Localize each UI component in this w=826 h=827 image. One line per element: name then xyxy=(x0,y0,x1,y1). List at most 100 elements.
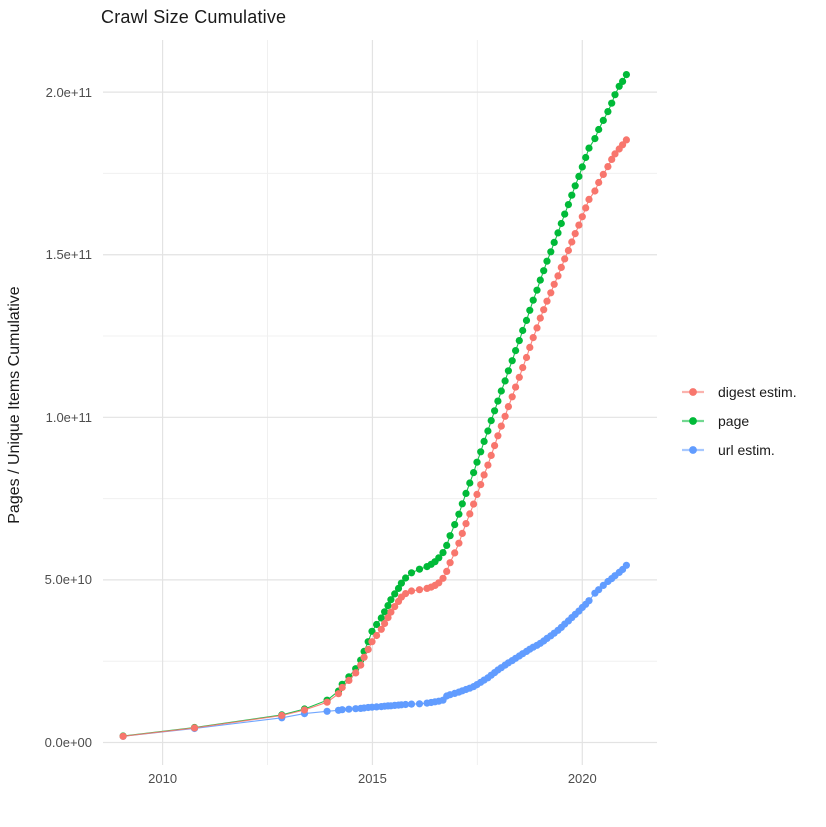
data-point-digest-estim xyxy=(360,653,368,661)
data-point-page xyxy=(487,417,495,425)
legend: digest estim. page url estim. xyxy=(680,377,797,464)
data-point-digest-estim xyxy=(373,631,381,640)
data-point-digest-estim xyxy=(435,579,443,587)
data-point-digest-estim xyxy=(300,706,309,714)
data-point-digest-estim xyxy=(543,297,551,305)
data-point-digest-estim xyxy=(334,690,343,698)
data-point-digest-estim xyxy=(501,412,509,420)
data-point-page xyxy=(578,163,586,171)
data-point-digest-estim xyxy=(473,490,481,498)
data-point-url-estim xyxy=(407,700,416,708)
data-point-digest-estim xyxy=(391,603,399,611)
data-point-url-estim xyxy=(585,597,593,605)
data-point-page xyxy=(619,77,627,85)
data-point-digest-estim xyxy=(526,343,534,351)
data-point-digest-estim xyxy=(466,510,474,518)
legend-key-url-icon xyxy=(682,445,704,454)
data-point-digest-estim xyxy=(547,289,555,297)
data-point-digest-estim xyxy=(582,204,590,212)
data-point-page xyxy=(508,357,516,365)
data-point-page xyxy=(540,267,548,275)
y-tick-label: 0.0e+00 xyxy=(44,734,92,750)
data-point-digest-estim xyxy=(443,567,451,576)
data-point-page xyxy=(604,108,612,116)
data-point-page xyxy=(497,387,505,395)
data-point-page xyxy=(391,590,399,598)
data-point-page xyxy=(515,337,523,345)
data-point-page xyxy=(381,608,389,616)
data-point-digest-estim xyxy=(381,619,389,628)
data-point-digest-estim xyxy=(415,586,424,594)
data-point-page xyxy=(519,326,527,335)
data-point-page xyxy=(451,521,459,529)
data-point-page xyxy=(458,500,466,508)
data-point-digest-estim xyxy=(439,574,447,582)
data-point-page xyxy=(446,532,454,540)
legend-item-label: url estim. xyxy=(718,441,775,458)
legend-key-digest-icon xyxy=(682,387,704,396)
data-point-page xyxy=(415,565,424,573)
data-point-url-estim xyxy=(622,561,631,569)
data-point-page xyxy=(501,377,509,385)
data-point-digest-estim xyxy=(480,471,488,479)
data-point-page xyxy=(466,479,474,487)
data-point-page xyxy=(462,489,470,497)
data-point-digest-estim xyxy=(407,587,416,595)
data-point-page xyxy=(387,596,395,604)
data-point-digest-estim xyxy=(595,178,603,187)
data-point-url-estim xyxy=(338,706,346,714)
series-line-url-estim xyxy=(123,564,627,737)
data-point-page xyxy=(564,201,573,209)
data-point-digest-estim xyxy=(519,364,527,372)
data-point-page xyxy=(470,469,478,477)
data-point-page xyxy=(533,286,541,294)
data-point-page xyxy=(608,99,616,107)
data-point-digest-estim xyxy=(462,520,470,528)
data-point-digest-estim xyxy=(536,314,544,322)
data-point-page xyxy=(526,306,534,314)
data-point-page xyxy=(522,316,531,324)
data-point-page xyxy=(571,182,579,190)
data-point-page xyxy=(611,91,619,99)
data-point-page xyxy=(368,627,376,635)
x-tick-label: 2015 xyxy=(357,771,387,786)
data-point-page xyxy=(575,172,583,180)
data-point-url-estim xyxy=(595,586,603,594)
data-point-digest-estim xyxy=(564,246,573,255)
data-point-page xyxy=(543,257,551,265)
data-point-digest-estim xyxy=(604,163,612,171)
data-point-digest-estim xyxy=(402,590,410,598)
data-point-digest-estim xyxy=(608,155,616,163)
data-point-page xyxy=(480,437,488,445)
data-point-page xyxy=(557,219,565,228)
data-point-digest-estim xyxy=(477,481,485,489)
data-point-page xyxy=(435,554,443,562)
data-point-page xyxy=(477,448,485,456)
data-point-page xyxy=(373,620,381,629)
data-point-digest-estim xyxy=(533,324,541,332)
data-point-digest-estim xyxy=(470,500,478,508)
data-point-digest-estim xyxy=(119,732,127,740)
data-point-digest-estim xyxy=(190,724,199,732)
data-point-digest-estim xyxy=(508,393,516,401)
data-point-digest-estim xyxy=(364,645,372,654)
data-point-digest-estim xyxy=(491,442,499,450)
series-line-digest-estim xyxy=(123,139,627,737)
data-point-digest-estim xyxy=(323,698,331,706)
data-point-digest-estim xyxy=(377,625,385,633)
data-point-digest-estim xyxy=(568,238,576,246)
y-tick-label: 5.0e+10 xyxy=(44,572,92,588)
x-tick-label: 2020 xyxy=(567,771,597,786)
data-point-page xyxy=(455,510,463,518)
data-point-page xyxy=(511,347,520,355)
data-point-digest-estim xyxy=(515,373,523,381)
data-point-digest-estim xyxy=(484,461,492,469)
data-point-digest-estim xyxy=(591,187,599,195)
data-point-page xyxy=(591,135,599,143)
data-point-digest-estim xyxy=(619,141,627,149)
data-point-url-estim xyxy=(415,700,424,708)
y-tick-label: 1.5e+11 xyxy=(45,247,92,263)
data-point-digest-estim xyxy=(504,403,512,411)
data-point-page xyxy=(595,125,603,134)
